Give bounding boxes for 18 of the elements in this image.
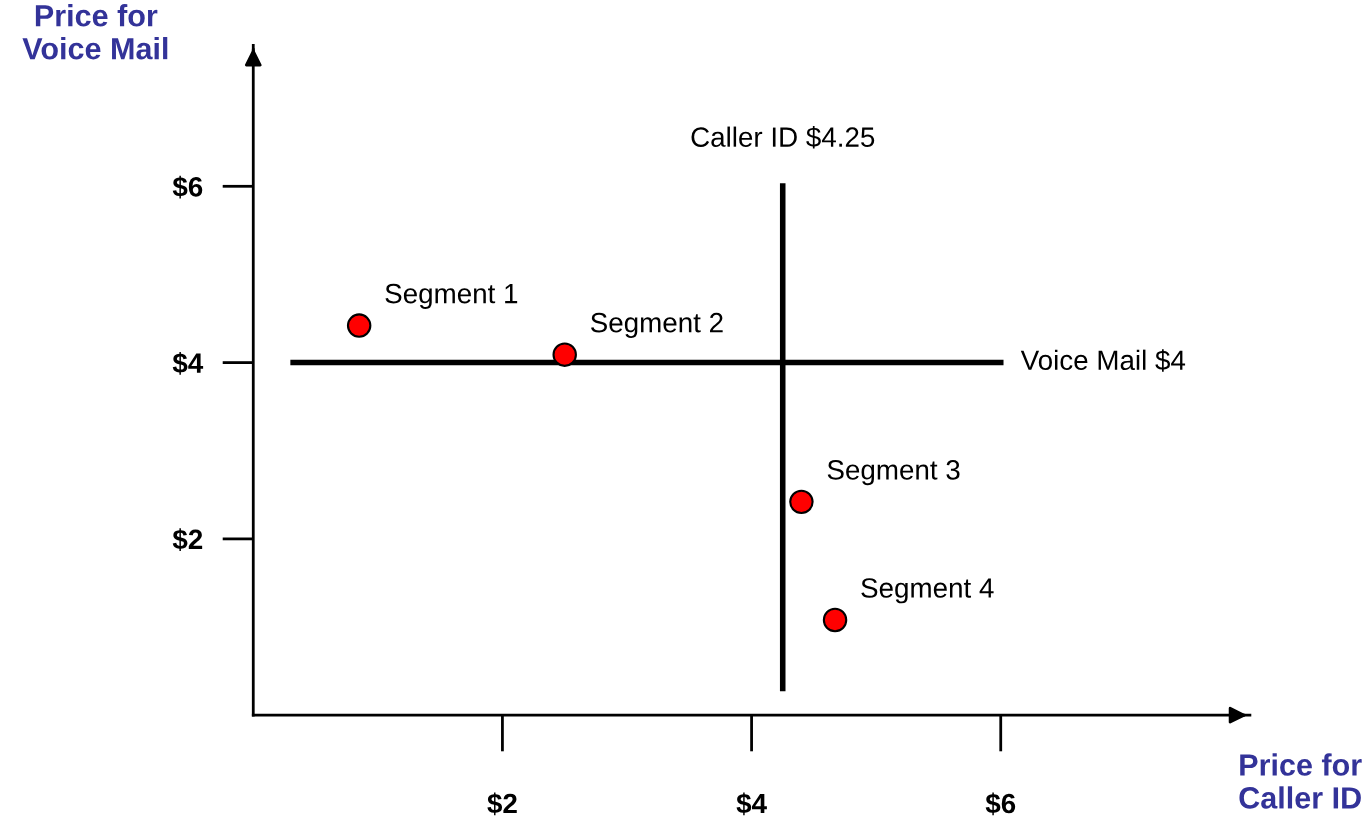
ref-line-label: Caller ID $4.25 xyxy=(691,126,875,149)
y-tick-label: $4 xyxy=(172,352,204,375)
x-axis-title: Price for Caller ID xyxy=(1239,753,1362,809)
annotation: Segment 4 xyxy=(861,578,994,604)
annotation: Segment 2 xyxy=(590,312,723,338)
ref-line-label: Voice Mail $4 xyxy=(1020,349,1186,372)
x-tick-label: $2 xyxy=(487,792,517,816)
point xyxy=(822,607,848,633)
annotation: Segment 1 xyxy=(385,283,518,309)
point xyxy=(789,489,814,515)
x-tick-label: $4 xyxy=(736,792,767,816)
annotation: Segment 3 xyxy=(827,460,960,486)
x-tick-label: $6 xyxy=(985,792,1016,816)
point xyxy=(552,342,577,367)
y-tick-label: $6 xyxy=(172,175,203,199)
point xyxy=(346,313,372,338)
y-axis-title: Price for Voice Mail xyxy=(22,4,168,60)
y-tick-label: $2 xyxy=(172,528,203,552)
